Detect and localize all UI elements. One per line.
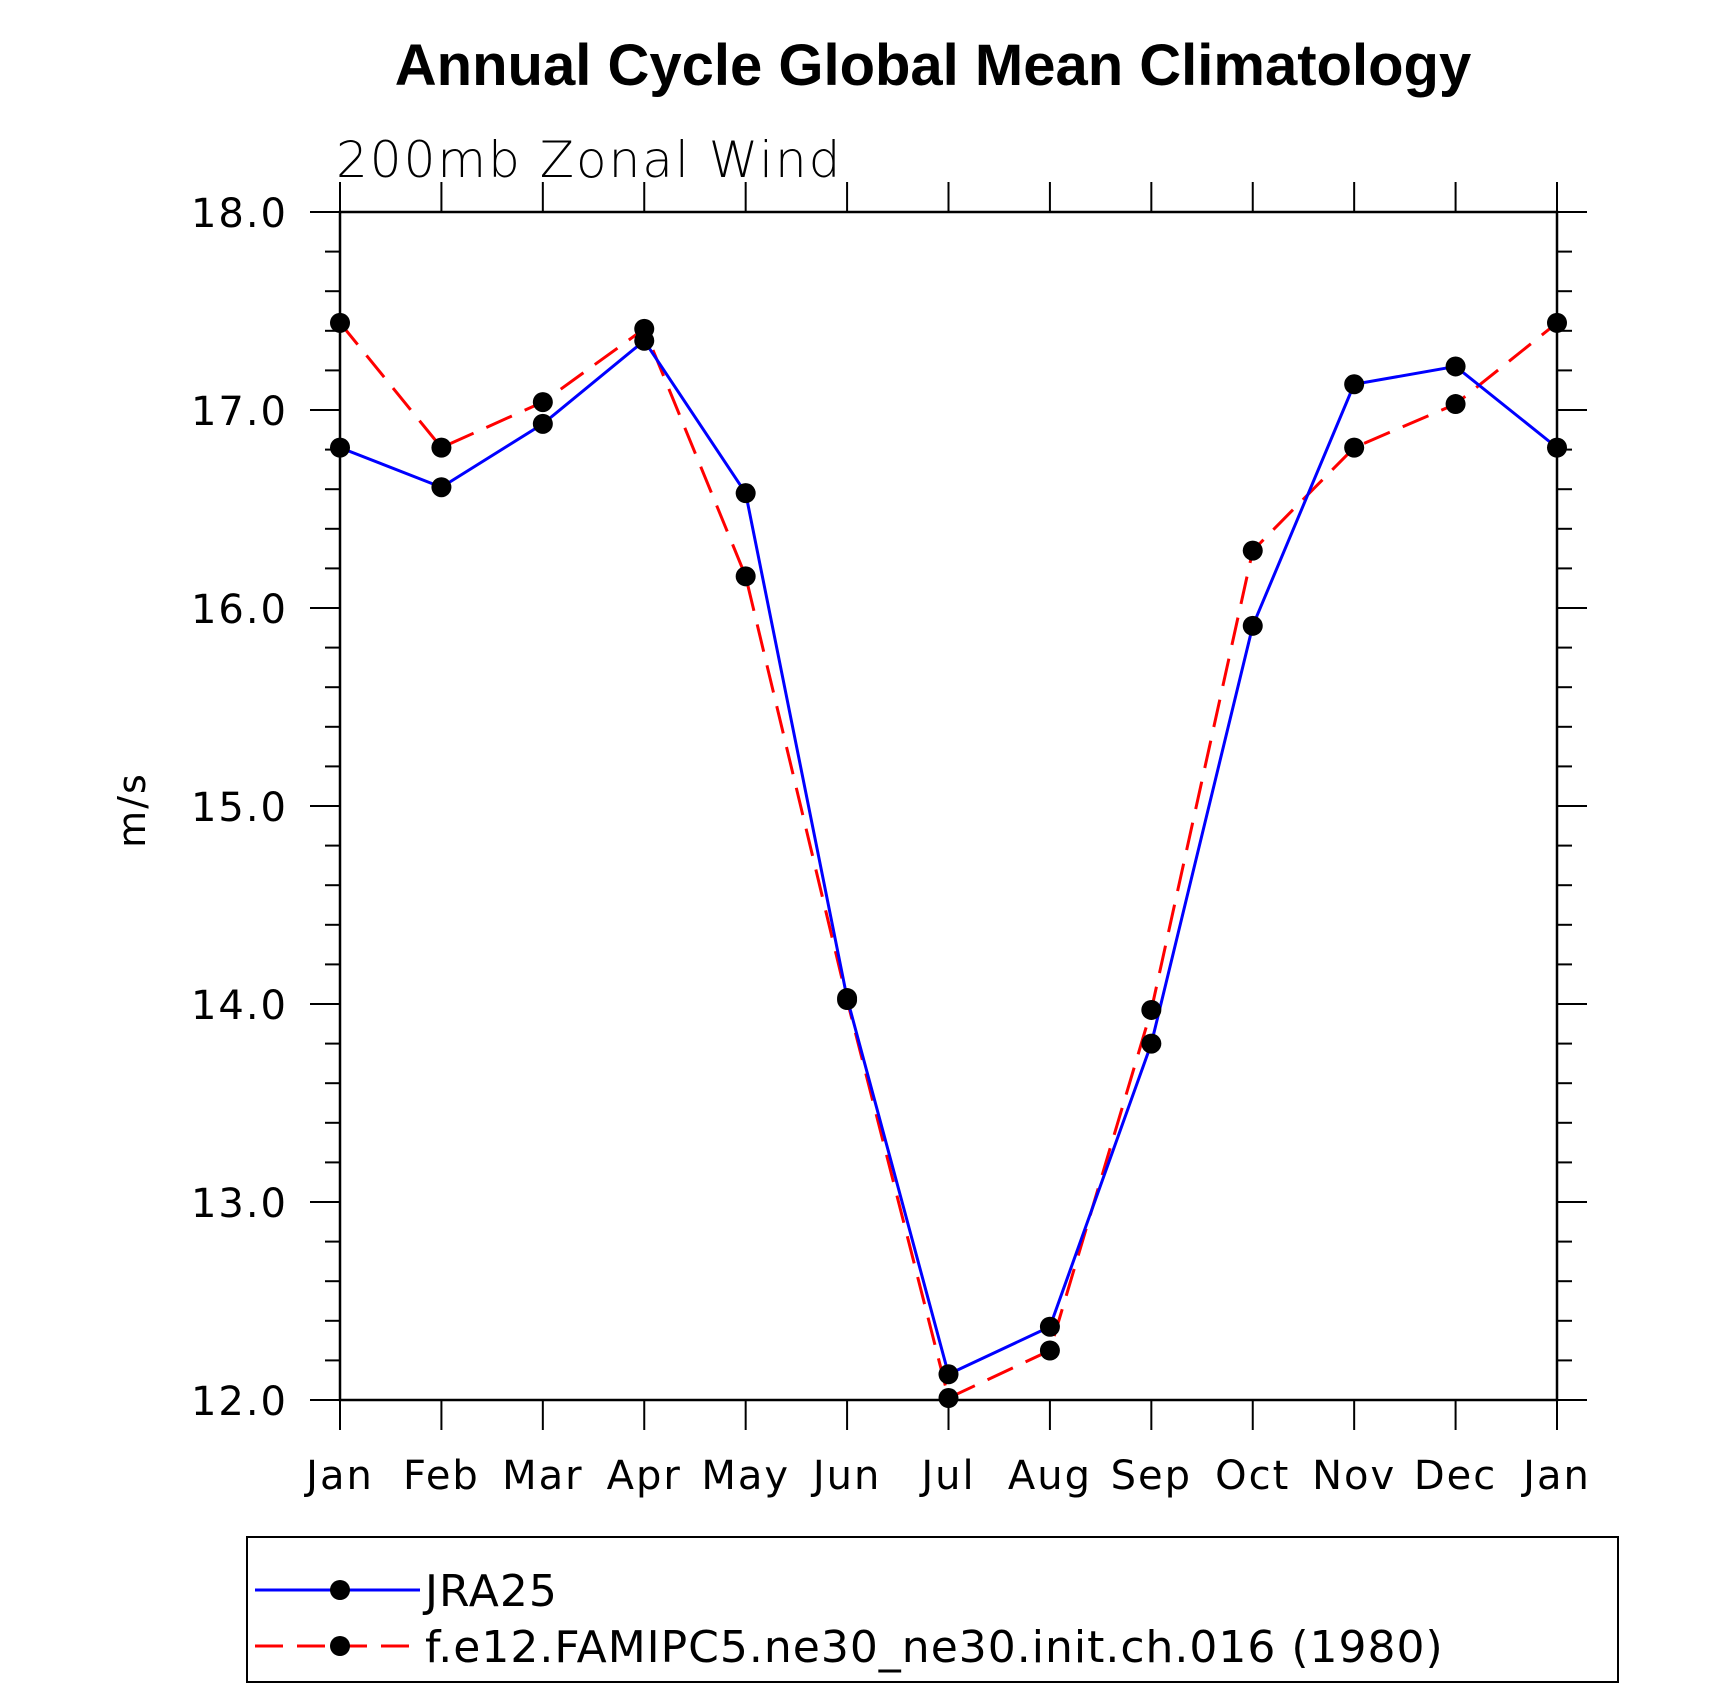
data-point: [1242, 615, 1263, 636]
data-point: [1141, 999, 1162, 1020]
legend-label: f.e12.FAMIPC5.ne30_ne30.init.ch.016 (198…: [425, 1622, 1444, 1673]
plot-frame: [338, 210, 1559, 1402]
data-point: [1445, 394, 1466, 415]
data-point: [735, 483, 756, 504]
data-point: [1445, 356, 1466, 377]
y-axis-tick-labels: 12.0 13.0 14.0 15.0 16.0 17.0 18.0: [191, 191, 288, 1425]
data-point: [532, 413, 553, 434]
data-point: [837, 990, 858, 1011]
y-tick-label: 14.0: [191, 983, 288, 1029]
x-tick-label: Mar: [502, 1453, 583, 1499]
y-axis-label: m/s: [110, 772, 154, 848]
x-tick-label: Jan: [303, 1453, 374, 1499]
x-tick-label: Jul: [918, 1453, 975, 1499]
series-line: [339, 338, 1558, 1377]
x-tick-label: Oct: [1215, 1453, 1290, 1499]
y-axis-ticks: [310, 211, 1587, 1401]
plot-border: [338, 210, 1559, 1402]
x-tick-label: Jan: [1520, 1453, 1591, 1499]
data-point: [431, 477, 452, 498]
data-point: [1039, 1316, 1060, 1337]
x-tick-label: Apr: [607, 1453, 682, 1499]
data-point: [1547, 312, 1567, 333]
x-tick-label: Jun: [810, 1453, 882, 1499]
y-tick-label: 17.0: [191, 389, 288, 435]
data-point: [330, 312, 350, 333]
data-point: [1547, 437, 1567, 458]
chart-title: Annual Cycle Global Mean Climatology: [395, 33, 1471, 98]
series-0: [339, 338, 1558, 1377]
series-line: [338, 321, 1558, 1401]
x-tick-label: Aug: [1008, 1453, 1092, 1499]
x-tick-label: May: [701, 1453, 790, 1499]
data-point: [431, 437, 452, 458]
y-tick-label: 13.0: [191, 1181, 288, 1227]
data-point: [1344, 374, 1365, 395]
series-layer: [330, 312, 1567, 1409]
y-tick-label: 15.0: [191, 785, 288, 831]
legend: JRA25f.e12.FAMIPC5.ne30_ne30.init.ch.016…: [246, 1536, 1619, 1683]
data-point: [938, 1364, 959, 1385]
legend-marker: [330, 1580, 350, 1600]
y-tick-label: 18.0: [191, 191, 288, 237]
y-tick-label: 16.0: [191, 587, 288, 633]
data-point: [1039, 1340, 1060, 1361]
x-tick-label: Feb: [403, 1453, 480, 1499]
data-point: [330, 437, 350, 458]
series-markers-1: [330, 312, 1567, 1409]
data-point: [1141, 1033, 1162, 1054]
legend-box: [246, 1536, 1619, 1683]
data-point: [1242, 540, 1263, 561]
data-point: [1344, 437, 1365, 458]
data-point: [532, 392, 553, 413]
series-1: [338, 321, 1558, 1401]
x-tick-label: Sep: [1111, 1453, 1192, 1499]
x-tick-label: Nov: [1312, 1453, 1396, 1499]
data-point: [938, 1388, 959, 1409]
chart-subtitle: 200mb Zonal Wind: [336, 131, 842, 189]
x-tick-label: Dec: [1414, 1453, 1497, 1499]
legend-label: JRA25: [422, 1566, 558, 1617]
x-axis-tick-labels: Jan Feb Mar Apr May Jun Jul Aug Sep Oct Nov Dec Jan: [303, 1453, 1591, 1499]
data-point: [634, 318, 655, 339]
x-axis-ticks: [339, 182, 1558, 1430]
data-point: [735, 566, 756, 587]
series-markers-0: [330, 330, 1567, 1385]
y-tick-label: 12.0: [191, 1379, 288, 1425]
legend-marker: [330, 1636, 350, 1656]
